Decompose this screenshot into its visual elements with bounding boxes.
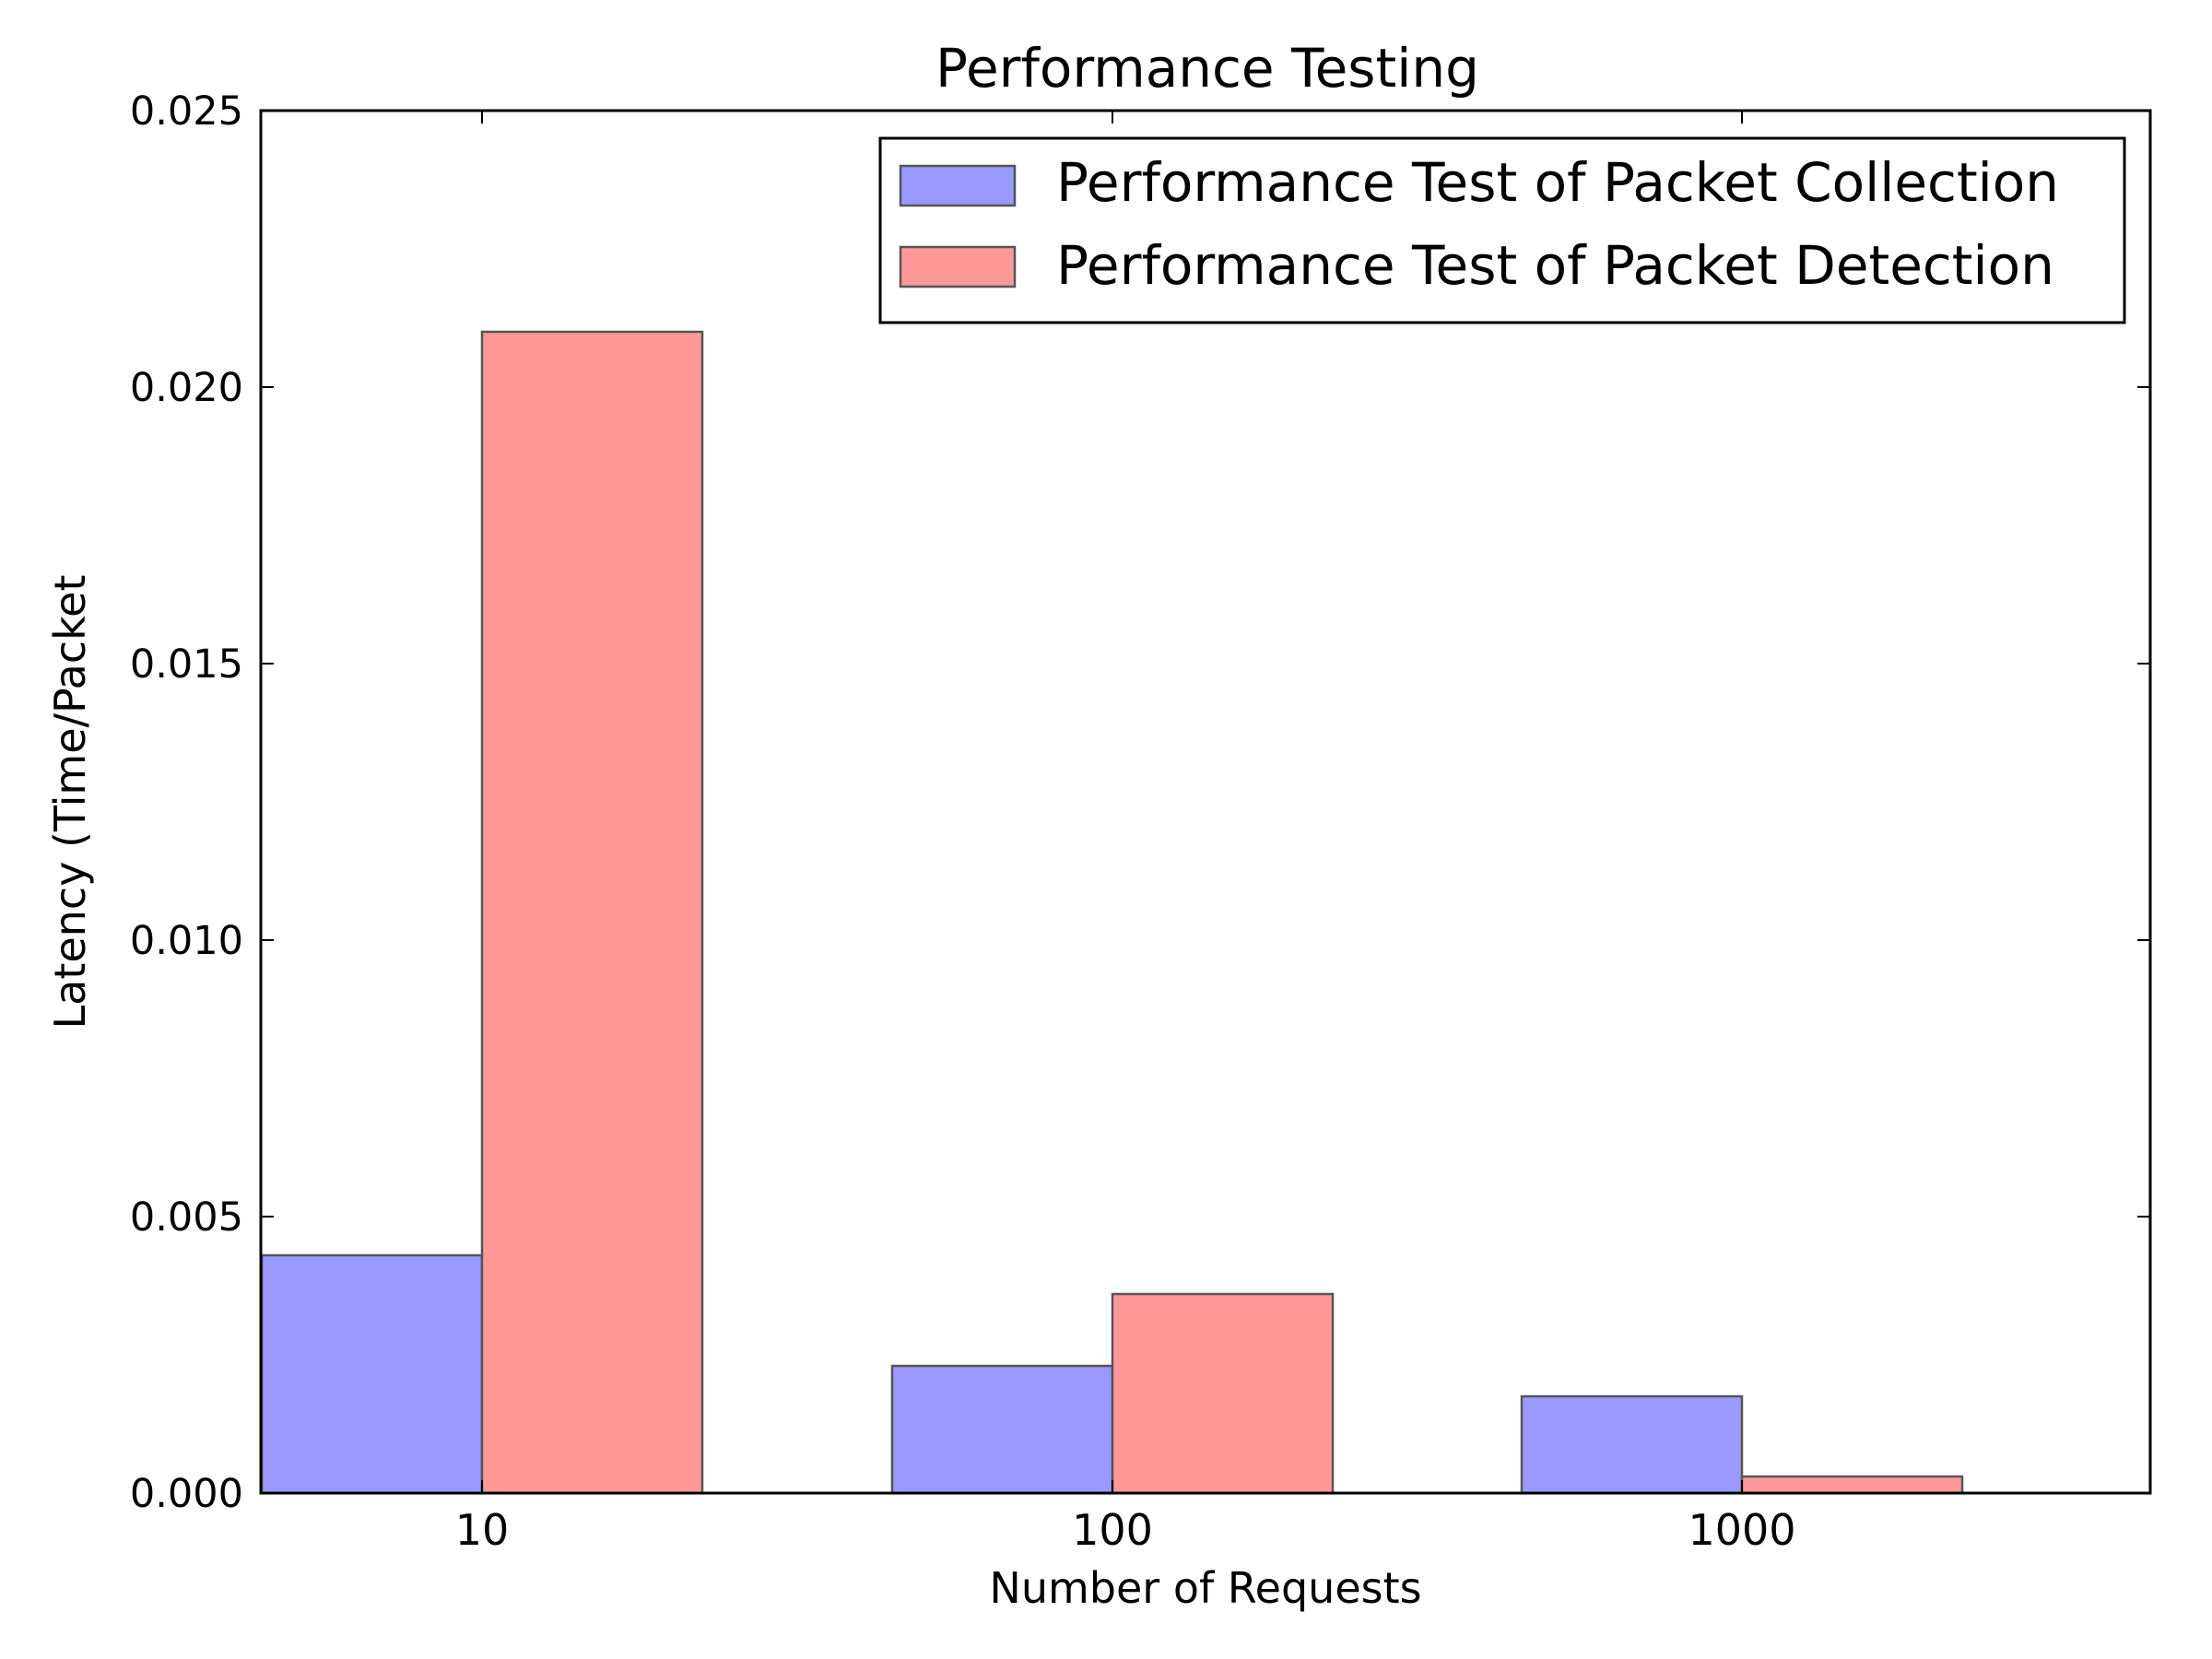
- legend-label-collection: Performance Test of Packet Collection: [1056, 151, 2059, 214]
- legend-label-detection: Performance Test of Packet Detection: [1056, 234, 2054, 297]
- x-axis-label: Number of Requests: [989, 1563, 1421, 1613]
- bar-detection-100: [1111, 1292, 1335, 1495]
- y-tick-label-0: 0.000: [130, 1471, 243, 1517]
- y-tick-label-1: 0.005: [130, 1194, 243, 1241]
- legend-swatch-detection: [899, 245, 1017, 288]
- legend-frame: [878, 136, 2126, 324]
- x-tick-label-10: 10: [455, 1505, 510, 1555]
- y-tick-label-3: 0.015: [130, 641, 243, 688]
- plot-frame: [259, 109, 2152, 1495]
- ticks-layer: 0.000 0.005 0.010 0.015 0.020 0.025 10 100 1000: [130, 88, 2150, 1555]
- y-tick-label-2: 0.010: [130, 918, 243, 964]
- y-tick-label-5: 0.025: [130, 88, 243, 135]
- legend-swatch-collection: [899, 164, 1017, 207]
- bar-collection-1000: [1520, 1394, 1744, 1495]
- chart-title: Performance Testing: [935, 37, 1479, 100]
- y-tick-label-4: 0.020: [130, 365, 243, 411]
- legend: Performance Test of Packet Collection Pe…: [878, 136, 2126, 324]
- x-tick-label-100: 100: [1072, 1505, 1153, 1555]
- bar-collection-100: [890, 1364, 1114, 1495]
- bars-layer: [260, 330, 1964, 1495]
- bar-collection-10: [260, 1253, 484, 1495]
- bar-detection-1000: [1740, 1475, 1964, 1495]
- y-axis-label: Latency (Time/Packet: [45, 575, 95, 1030]
- x-tick-label-1000: 1000: [1688, 1505, 1795, 1555]
- bar-detection-10: [480, 330, 704, 1495]
